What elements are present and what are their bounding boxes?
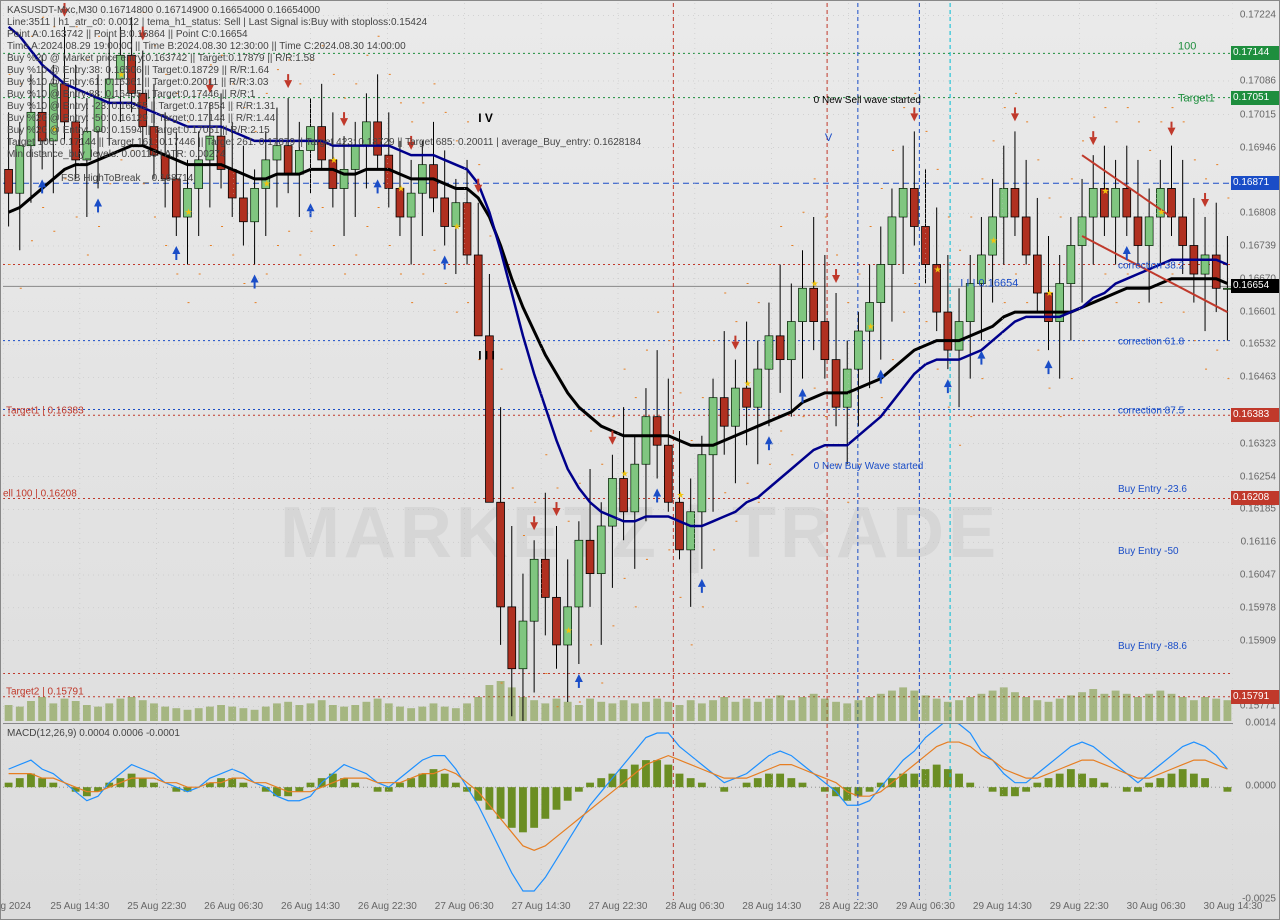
ytick: 0.15909 (1240, 635, 1276, 646)
macd-title: MACD(12,26,9) 0.0004 0.0006 -0.0001 (7, 728, 180, 739)
ytick: 0.16463 (1240, 372, 1276, 383)
svg-text:Target1: Target1 (1178, 93, 1215, 105)
info-l11: Buy %20 @ Entry: -90: 0.1594 || Target:0… (7, 125, 270, 136)
macd-panel[interactable]: MACD(12,26,9) 0.0004 0.0006 -0.0001 (3, 723, 1233, 899)
ytick: 0.16116 (1241, 537, 1276, 548)
macd-ytick: 0.0014 (1245, 718, 1276, 729)
price-box: 0.16871 (1231, 176, 1279, 190)
price-y-axis: 0.17224 0.17144 0.17086 0.17051 0.17015 0.169… (1231, 3, 1279, 721)
svg-text:Target1 | 0.16383: Target1 | 0.16383 (6, 405, 84, 416)
svg-text:★: ★ (397, 183, 405, 193)
price-box: 0.17051 (1231, 91, 1279, 105)
xtick: 26 Aug 22:30 (358, 901, 417, 912)
svg-text:★: ★ (990, 236, 998, 246)
xtick: 30 Aug 14:30 (1204, 901, 1263, 912)
x-axis: 25 Aug 2024 25 Aug 14:30 25 Aug 22:30 26 Au… (3, 899, 1233, 917)
ytick: 0.16532 (1240, 339, 1276, 350)
svg-text:★: ★ (453, 221, 461, 231)
svg-text:Target2 | 0.15791: Target2 | 0.15791 (6, 687, 84, 698)
info-l12: Target 100: 0.17144 || Target 161: 0.174… (7, 137, 641, 148)
price-panel[interactable]: Target1 | 0.16383 ell 100 | 0.16208 Target… (3, 3, 1233, 721)
info-l10: Buy %20 @ Entry: -50: 0.16129 || Target:… (7, 113, 275, 124)
price-box: 0.16654 (1231, 279, 1279, 293)
symbol-line: KASUSDT-Mxc,M30 0.16714800 0.16714900 0.… (7, 5, 320, 16)
ytick: 0.15978 (1240, 602, 1276, 613)
svg-text:correction 61.8: correction 61.8 (1118, 337, 1185, 348)
svg-text:ell 100 | 0.16208: ell 100 | 0.16208 (3, 488, 77, 499)
info-l4: Time A:2024.08.29 19:00:00 || Time B:202… (7, 41, 406, 52)
svg-text:★: ★ (1157, 207, 1165, 217)
xtick: 27 Aug 14:30 (512, 901, 571, 912)
svg-text:V: V (825, 132, 833, 144)
macd-svg (3, 724, 1233, 900)
xtick: 29 Aug 06:30 (896, 901, 955, 912)
svg-text:★: ★ (934, 264, 942, 274)
xtick: 27 Aug 06:30 (435, 901, 494, 912)
svg-text:0 New Sell wave started: 0 New Sell wave started (814, 95, 921, 106)
info-l7: Buy %10 @ Entry:61: 0.16361 || Target:0.… (7, 77, 268, 88)
macd-ytick: 0.0000 (1245, 781, 1276, 792)
svg-text:100: 100 (1178, 40, 1196, 52)
svg-text:correction 87.5: correction 87.5 (1118, 406, 1185, 417)
xtick: 25 Aug 2024 (0, 901, 31, 912)
svg-text:★: ★ (811, 279, 819, 289)
xtick: 27 Aug 22:30 (589, 901, 648, 912)
svg-text:Buy Entry -88.6: Buy Entry -88.6 (1118, 641, 1187, 652)
macd-y-axis: 0.00140.0000-0.0025 (1231, 723, 1279, 899)
price-box: 0.17144 (1231, 46, 1279, 60)
ytick: 0.16739 (1240, 240, 1276, 251)
svg-text:★: ★ (744, 378, 752, 388)
ytick: 0.16601 (1240, 306, 1276, 317)
ytick: 0.16323 (1240, 438, 1276, 449)
svg-text:★: ★ (1046, 288, 1054, 298)
xtick: 26 Aug 06:30 (204, 901, 263, 912)
ytick: 0.16254 (1240, 471, 1276, 482)
xtick: 30 Aug 06:30 (1127, 901, 1186, 912)
xtick: 25 Aug 22:30 (127, 901, 186, 912)
svg-text:★: ★ (263, 179, 271, 189)
ytick: 0.16185 (1240, 504, 1276, 515)
svg-text:★: ★ (867, 321, 875, 331)
svg-text:Buy Entry -23.6: Buy Entry -23.6 (1118, 484, 1187, 495)
svg-text:Buy Entry -50: Buy Entry -50 (1118, 546, 1179, 557)
price-box: 0.15791 (1231, 690, 1279, 704)
svg-text:I I I 0.16654: I I I 0.16654 (960, 277, 1018, 289)
ytick: 0.17015 (1240, 109, 1276, 120)
svg-text:★: ★ (621, 469, 629, 479)
info-l14: FSB HighToBreak _ 0.168714 (61, 173, 193, 184)
price-box: 0.16208 (1231, 491, 1279, 505)
svg-text:I V: I V (478, 111, 493, 125)
ytick: 0.16808 (1240, 208, 1276, 219)
xtick: 26 Aug 14:30 (281, 901, 340, 912)
xtick: 29 Aug 14:30 (973, 901, 1032, 912)
info-l5: Buy %20 @ Market price entry:0.163742 ||… (7, 53, 315, 64)
xtick: 28 Aug 22:30 (819, 901, 878, 912)
price-box: 0.16383 (1231, 408, 1279, 422)
svg-text:0 New Buy Wave started: 0 New Buy Wave started (814, 461, 924, 472)
svg-text:correction 38.2: correction 38.2 (1118, 261, 1185, 272)
info-l2: Line:3511 | h1_atr_c0: 0.0012 | tema_h1_… (7, 17, 427, 28)
xtick: 28 Aug 06:30 (665, 901, 724, 912)
xtick: 25 Aug 14:30 (50, 901, 109, 912)
xtick: 29 Aug 22:30 (1050, 901, 1109, 912)
svg-text:★: ★ (565, 626, 573, 636)
info-l9: Buy %10 @ Entry: -23: 0.16255 || Target:… (7, 101, 275, 112)
svg-text:★: ★ (185, 207, 193, 217)
info-l3: Point A:0.163742 || Point B:0.16864 || P… (7, 29, 248, 40)
ytick: 0.17224 (1240, 10, 1276, 21)
xtick: 28 Aug 14:30 (742, 901, 801, 912)
ytick: 0.16047 (1240, 570, 1276, 581)
ytick: 0.16946 (1240, 142, 1276, 153)
ytick: 0.17086 (1240, 75, 1276, 86)
svg-text:★: ★ (677, 490, 685, 500)
info-l8: Buy %10 @ Entry:88: 0.16435 || Target:0.… (7, 89, 255, 100)
svg-text:★: ★ (330, 155, 338, 165)
svg-text:★: ★ (1101, 186, 1109, 196)
info-l13: Min distance_buy_levels: 0.00116 | ATR: … (7, 149, 225, 160)
info-l6: Buy %10 @ Entry:38: 0.16506 || Target:0.… (7, 65, 269, 76)
chart-root: MARKETZ | TRADE Target1 | 0.16383ell 100… (0, 0, 1280, 920)
svg-text:I I I: I I I (478, 349, 495, 363)
